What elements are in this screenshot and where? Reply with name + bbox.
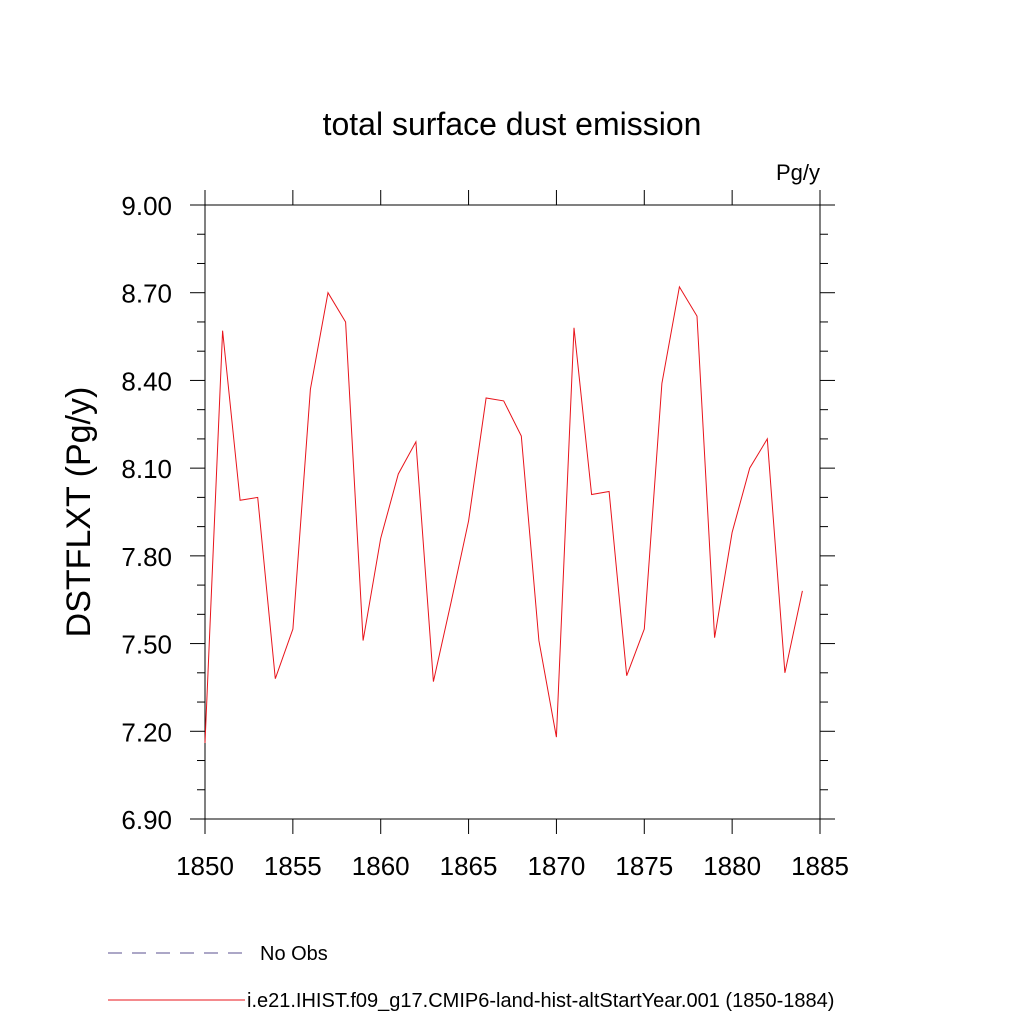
legend-label-no-obs: No Obs (260, 943, 328, 965)
y-axis: 6.90 7.20 7.50 7.80 8.10 8.40 8.70 9.00 (121, 191, 835, 835)
x-tick-label: 1880 (703, 851, 761, 881)
y-tick-label: 9.00 (121, 191, 172, 221)
y-tick-label: 6.90 (121, 805, 172, 835)
y-tick-label: 7.80 (121, 542, 172, 572)
x-tick-label: 1885 (791, 851, 849, 881)
legend-label-model: i.e21.IHIST.f09_g17.CMIP6-land-hist-altS… (247, 990, 834, 1012)
y-axis-label: DSTFLXT (Pg/y) (60, 387, 98, 638)
x-tick-label: 1855 (264, 851, 322, 881)
legend: No Obs i.e21.IHIST.f09_g17.CMIP6-land-hi… (108, 943, 834, 1012)
x-tick-label: 1865 (440, 851, 498, 881)
y-tick-label: 7.20 (121, 717, 172, 747)
x-tick-label: 1870 (528, 851, 586, 881)
plot-frame (204, 204, 821, 820)
x-tick-label: 1875 (615, 851, 673, 881)
y-tick-label: 8.40 (121, 366, 172, 396)
chart-title: total surface dust emission (323, 106, 702, 142)
x-axis: 1850 1855 1860 1865 1870 1875 1880 1885 (176, 190, 849, 881)
units-label: Pg/y (776, 160, 820, 185)
y-tick-label: 8.70 (121, 279, 172, 309)
y-tick-label: 7.50 (121, 630, 172, 660)
x-tick-label: 1850 (176, 851, 234, 881)
series-line (204, 285, 803, 744)
x-tick-label: 1860 (352, 851, 410, 881)
y-tick-label: 8.10 (121, 454, 172, 484)
series-layer (204, 285, 803, 744)
